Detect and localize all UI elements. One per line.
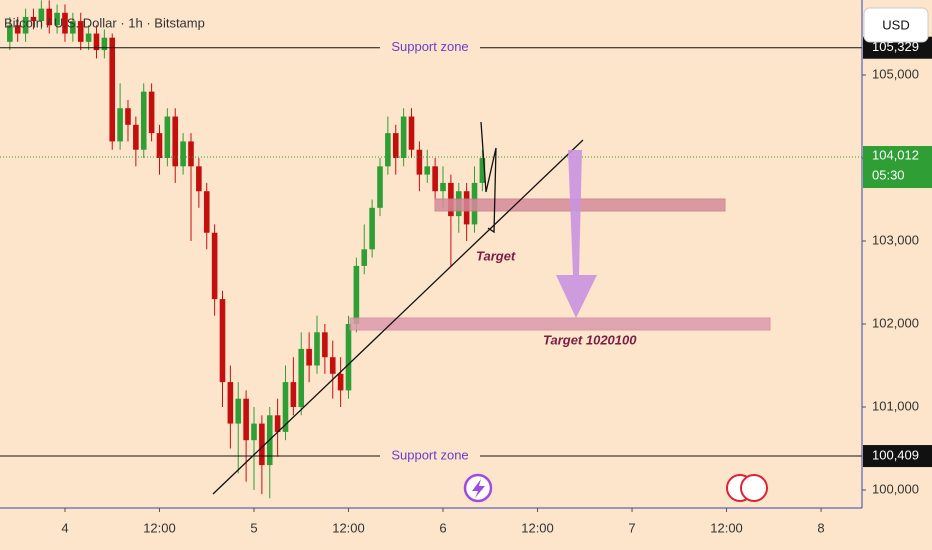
- chart-title: Bitcoin / U.S. Dollar · 1h · Bitstamp: [4, 15, 205, 30]
- candle-body: [259, 423, 265, 466]
- candle-body: [314, 332, 320, 366]
- candle-body: [172, 116, 179, 167]
- candle-body: [219, 299, 226, 383]
- x-tick-label: 4: [61, 520, 68, 535]
- candle-body: [251, 423, 257, 441]
- candle-body: [117, 108, 123, 142]
- candle-body: [479, 158, 486, 183]
- candle-body: [243, 398, 249, 441]
- candle-body: [408, 116, 415, 150]
- flag-icon[interactable]: [740, 474, 768, 502]
- candle-body: [337, 373, 344, 391]
- candle-body: [77, 21, 84, 42]
- y-tick-label: 103,000: [872, 232, 919, 247]
- candle-body: [211, 232, 218, 300]
- x-tick-label: 12:00: [332, 520, 365, 535]
- support-label: Support zone: [391, 447, 468, 462]
- candle-body: [290, 382, 297, 407]
- candle-body: [322, 332, 328, 358]
- candle-body: [440, 182, 446, 192]
- support-label: Support zone: [391, 39, 468, 54]
- y-tick-label: 105,000: [872, 66, 919, 81]
- path-drawing: [480, 121, 497, 234]
- candle-body: [353, 265, 360, 325]
- y-tick-label: 100,000: [872, 481, 919, 496]
- x-tick-label: 5: [250, 520, 257, 535]
- currency: USD: [882, 17, 909, 32]
- candle-body: [125, 108, 131, 125]
- last-price-label: 104,012: [872, 147, 919, 162]
- candle-body: [22, 16, 29, 34]
- candle-body: [14, 25, 21, 34]
- countdown: 05:30: [872, 167, 905, 182]
- target-zone: [349, 317, 771, 331]
- x-tick-label: 8: [817, 520, 824, 535]
- candle-body: [70, 21, 76, 34]
- y-tick-label: 101,000: [872, 398, 919, 413]
- price-badge-label: 100,409: [872, 447, 919, 462]
- candle-body: [385, 133, 391, 167]
- candle-body: [54, 12, 60, 26]
- candle-body: [101, 37, 108, 51]
- arrow: [556, 150, 597, 318]
- annotation: Target 1020100: [543, 332, 637, 347]
- candle-body: [203, 191, 210, 233]
- currency-button[interactable]: [863, 7, 929, 43]
- candle-body: [196, 166, 202, 192]
- event-icon: [472, 479, 485, 498]
- trend-line: [212, 139, 584, 495]
- candle-body: [298, 348, 305, 407]
- candle-body: [133, 124, 139, 150]
- y-tick-label: 102,000: [872, 315, 919, 330]
- candle-body: [38, 8, 45, 22]
- last-price-badge: [863, 146, 932, 189]
- x-tick-label: 12:00: [521, 520, 554, 535]
- candle-body: [235, 398, 242, 424]
- candle-body: [85, 33, 92, 42]
- candle-body: [345, 324, 352, 391]
- candle-body: [416, 149, 423, 175]
- candle-body: [7, 25, 13, 42]
- candle-body: [432, 166, 438, 192]
- candle-body: [93, 33, 100, 51]
- candle-body: [227, 382, 234, 424]
- candle-body: [400, 116, 407, 159]
- candle-body: [361, 249, 368, 266]
- candle-body: [46, 8, 53, 26]
- candle-body: [369, 207, 375, 250]
- candle-body: [164, 116, 171, 159]
- x-tick-label: 7: [628, 520, 635, 535]
- candle-body: [30, 16, 37, 22]
- candle-body: [329, 357, 336, 374]
- candle-body: [148, 91, 155, 134]
- candle-body: [140, 91, 147, 150]
- price-badge-label: 105,329: [872, 39, 919, 54]
- candle-body: [392, 133, 399, 159]
- x-tick-label: 12:00: [710, 520, 743, 535]
- candle-body: [424, 166, 431, 175]
- candle-body: [282, 382, 289, 432]
- candle-body: [274, 415, 281, 432]
- x-tick-label: 12:00: [143, 520, 176, 535]
- candle-body: [188, 141, 194, 167]
- candle-body: [109, 37, 116, 142]
- candle-body: [306, 348, 312, 366]
- candle-body: [156, 133, 163, 159]
- support-label-bg: [380, 38, 480, 57]
- candle-body: [180, 141, 186, 167]
- price-badge: [863, 445, 932, 468]
- x-tick-label: 6: [439, 520, 446, 535]
- annotation: Target: [476, 248, 516, 263]
- candle-body: [62, 12, 68, 34]
- support-label-bg: [380, 447, 480, 466]
- candle-body: [377, 166, 383, 208]
